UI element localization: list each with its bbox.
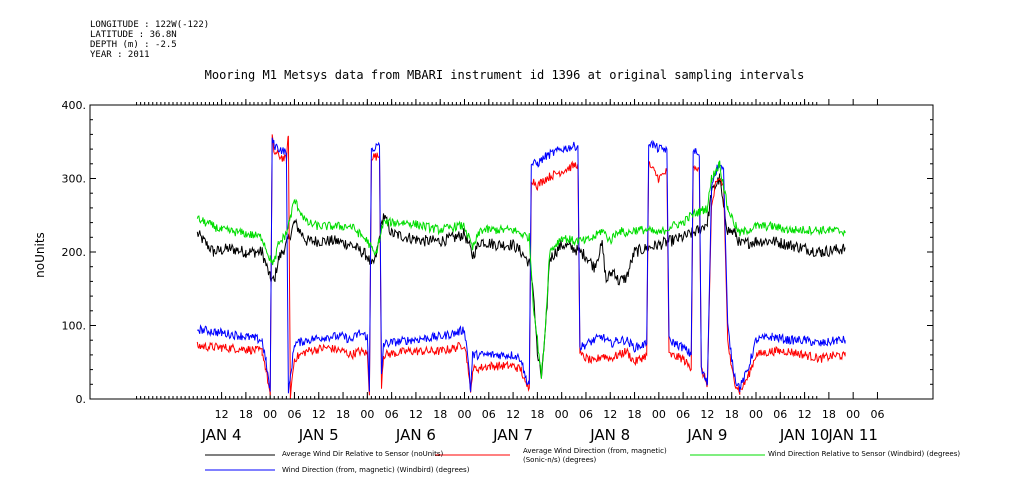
x-hour-label: 18: [433, 408, 447, 421]
chart-title: Mooring M1 Metsys data from MBARI instru…: [204, 68, 805, 82]
longitude-label: LONGITUDE : 122W(-122): [90, 20, 210, 30]
legend-entry-3: Wind Direction (from, magnetic) (Windbir…: [282, 466, 470, 474]
x-hour-label: 12: [603, 408, 617, 421]
x-hour-label: 06: [579, 408, 593, 421]
x-hour-label: 18: [725, 408, 739, 421]
x-hour-label: 12: [215, 408, 229, 421]
series-line-0: [196, 173, 846, 379]
series-line-1: [196, 134, 846, 399]
x-hour-label: 06: [870, 408, 884, 421]
x-day-label: JAN 6: [395, 426, 436, 444]
legend: [205, 454, 765, 471]
legend-entry-1: Average Wind Direction (from, magnetic) …: [523, 447, 667, 464]
x-day-label: JAN 7: [492, 426, 533, 444]
x-hour-label: 12: [312, 408, 326, 421]
metadata-block: LONGITUDE : 122W(-122) LATITUDE : 36.8N …: [90, 20, 209, 60]
x-hour-label: 00: [749, 408, 763, 421]
x-hour-label: 18: [336, 408, 350, 421]
x-hour-label: 00: [846, 408, 860, 421]
x-day-label: JAN 4: [201, 426, 242, 444]
series-line-2: [196, 160, 846, 379]
x-hour-label: 06: [287, 408, 301, 421]
axis-labels: 0. 100. 200. 300. 400. 12 18 00 06 12 18 00 06 12 18 00…: [62, 99, 885, 444]
y-tick-label: 0.: [76, 393, 87, 406]
x-hour-label: 12: [700, 408, 714, 421]
x-hour-label: 06: [773, 408, 787, 421]
y-tick-label: 400.: [62, 99, 87, 112]
x-hour-label: 00: [360, 408, 374, 421]
x-day-label: JAN 11: [827, 426, 878, 444]
series-line-3: [196, 137, 846, 394]
x-hour-label: 00: [555, 408, 569, 421]
y-tick-label: 200.: [62, 246, 87, 259]
x-day-label: JAN 10: [779, 426, 830, 444]
x-hour-label: 06: [385, 408, 399, 421]
x-hour-label: 18: [628, 408, 642, 421]
latitude-label: LATITUDE : 36.8N: [90, 30, 177, 40]
x-hour-label: 12: [798, 408, 812, 421]
x-hour-label: 00: [652, 408, 666, 421]
x-hour-label: 06: [676, 408, 690, 421]
y-tick-label: 100.: [62, 320, 87, 333]
y-tick-label: 300.: [62, 173, 87, 186]
x-hour-label: 12: [409, 408, 423, 421]
x-hour-label: 18: [239, 408, 253, 421]
legend-entry-0: Average Wind Dir Relative to Sensor (noU…: [282, 450, 444, 458]
plot-frame: [89, 104, 934, 400]
x-hour-label: 06: [482, 408, 496, 421]
x-hour-label: 00: [458, 408, 472, 421]
x-day-label: JAN 5: [298, 426, 339, 444]
x-hour-label: 00: [263, 408, 277, 421]
legend-entry-2: Wind Direction Relative to Sensor (Windb…: [768, 450, 961, 458]
x-hour-label: 18: [822, 408, 836, 421]
y-axis-label: noUnits: [33, 232, 47, 278]
series-lines: [196, 134, 846, 399]
x-day-label: JAN 8: [589, 426, 630, 444]
year-label: YEAR : 2011: [90, 50, 150, 60]
x-day-label: JAN 9: [686, 426, 727, 444]
x-hour-label: 12: [506, 408, 520, 421]
depth-label: DEPTH (m) : -2.5: [90, 40, 177, 50]
x-hour-label: 18: [530, 408, 544, 421]
